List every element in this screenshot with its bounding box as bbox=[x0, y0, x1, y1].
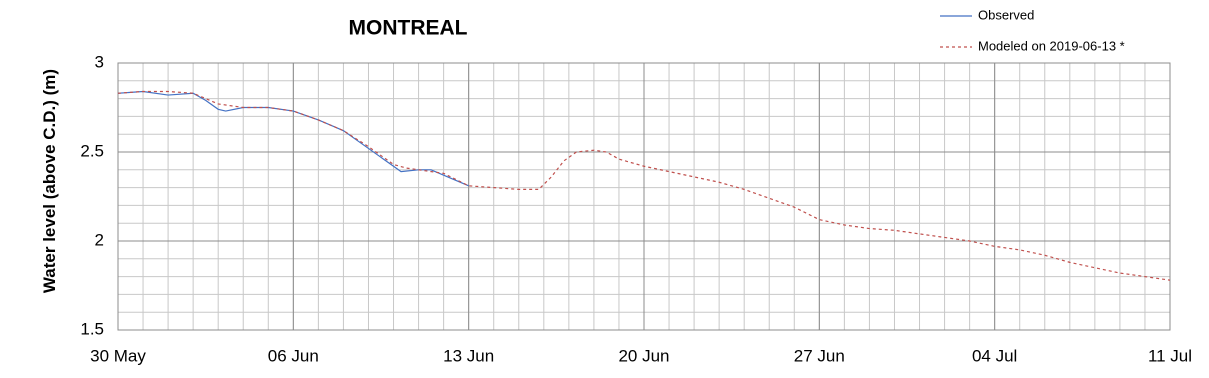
x-tick-label: 20 Jun bbox=[618, 346, 669, 365]
x-tick-label: 13 Jun bbox=[443, 346, 494, 365]
x-tick-label: 06 Jun bbox=[268, 346, 319, 365]
plot-frame bbox=[117, 62, 1171, 331]
legend-label: Modeled on 2019-06-13 * bbox=[978, 38, 1125, 53]
y-tick-label: 3 bbox=[95, 52, 104, 71]
y-tick-label: 2.5 bbox=[80, 141, 104, 160]
y-tick-label: 1.5 bbox=[80, 319, 104, 338]
legend-label: Observed bbox=[978, 7, 1034, 22]
x-tick-label: 04 Jul bbox=[972, 346, 1017, 365]
chart-title: MONTREAL bbox=[349, 17, 468, 40]
y-axis-label: Water level (above C.D.) (m) bbox=[40, 68, 59, 294]
x-tick-label: 11 Jul bbox=[1148, 346, 1192, 365]
x-tick-label: 27 Jun bbox=[794, 346, 845, 365]
y-tick-label: 2 bbox=[95, 230, 104, 249]
x-tick-label: 30 May bbox=[90, 346, 146, 365]
